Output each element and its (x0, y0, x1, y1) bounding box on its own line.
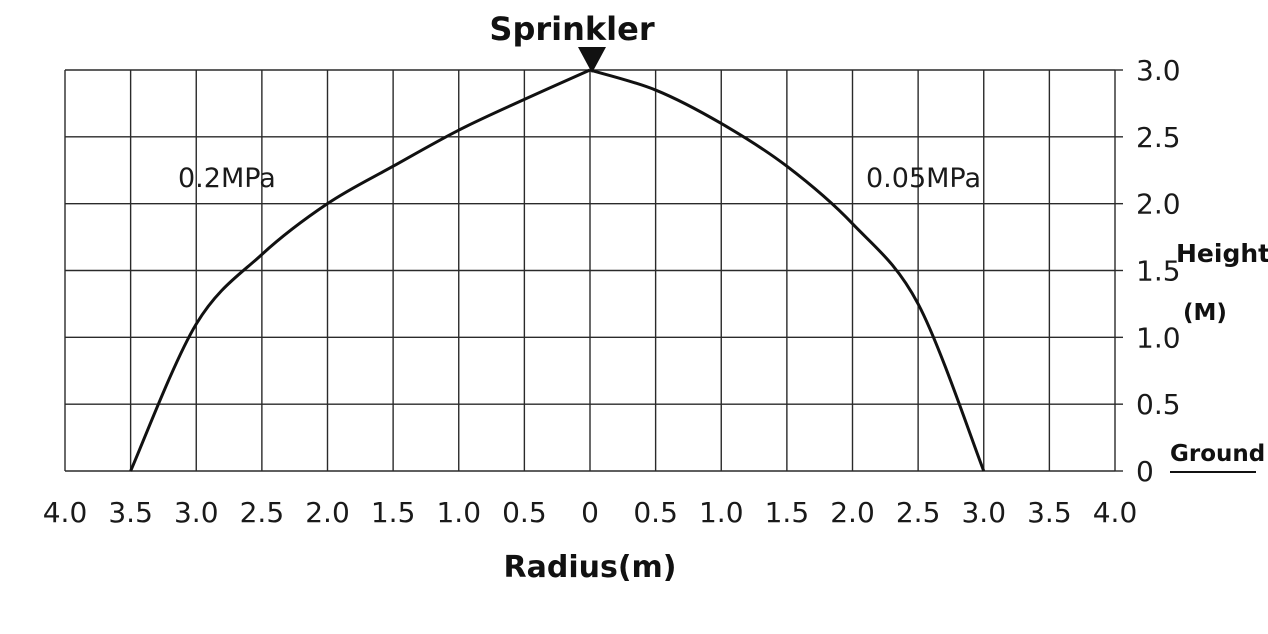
x-tick-label: 2.0 (830, 496, 875, 529)
series-label-right: 0.05MPa (866, 163, 981, 194)
x-tick-label: 3.0 (174, 496, 219, 529)
x-tick-label: 2.0 (305, 496, 350, 529)
x-tick-label: 0 (581, 496, 599, 529)
x-tick-label: 4.0 (43, 496, 88, 529)
y-tick-labels: 0 0.5 1.0 1.5 2.0 2.5 3.0 (1136, 54, 1181, 488)
y-tick-label: 3.0 (1136, 54, 1181, 87)
y-axis-unit: (M) (1183, 300, 1227, 326)
x-tick-label: 3.5 (108, 496, 153, 529)
y-axis-label: Height (1176, 239, 1268, 268)
x-tick-label: 3.5 (1027, 496, 1072, 529)
series-label-left: 0.2MPa (178, 163, 276, 194)
series-line-right (589, 68, 986, 472)
y-tick-label: 1.0 (1136, 321, 1181, 354)
y-tick-label: 2.0 (1136, 188, 1181, 221)
x-tick-label: 0.5 (502, 496, 547, 529)
y-tick-label: 1.5 (1136, 255, 1181, 288)
x-tick-label: 0.5 (633, 496, 678, 529)
y-tick-label: 2.5 (1136, 121, 1181, 154)
chart-title: Sprinkler (489, 10, 654, 48)
x-tick-label: 3.0 (961, 496, 1006, 529)
ground-label: Ground (1170, 441, 1265, 467)
x-tick-label: 1.5 (371, 496, 416, 529)
x-tick-label: 2.5 (240, 496, 285, 529)
grid (64, 69, 1123, 472)
y-tick-label: 0.5 (1136, 388, 1181, 421)
y-tick-label: 0 (1136, 455, 1154, 488)
sprinkler-marker-icon (578, 47, 606, 73)
series-line-left (129, 68, 591, 472)
curves (129, 68, 986, 472)
x-tick-labels: 4.0 3.5 3.0 2.5 2.0 1.5 1.0 0.5 0 0.5 1.0 1.5 2.0 2.5… (43, 496, 1138, 529)
x-tick-label: 1.5 (765, 496, 810, 529)
x-axis-label: Radius(m) (504, 550, 677, 585)
x-tick-label: 1.0 (436, 496, 481, 529)
x-tick-label: 2.5 (896, 496, 941, 529)
x-tick-label: 1.0 (699, 496, 744, 529)
x-tick-label: 4.0 (1093, 496, 1138, 529)
